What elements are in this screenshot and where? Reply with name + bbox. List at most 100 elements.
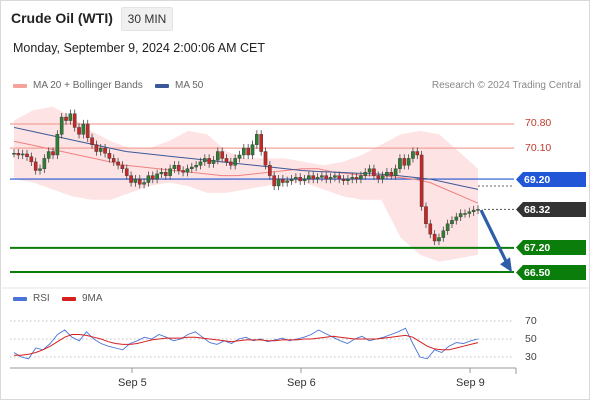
bollinger-swatch bbox=[13, 83, 27, 88]
candle-body bbox=[311, 175, 316, 180]
candle-body bbox=[38, 168, 42, 171]
candle-body bbox=[90, 137, 94, 145]
candle-body bbox=[432, 233, 437, 242]
candle-body bbox=[25, 153, 29, 157]
candle-body bbox=[259, 134, 263, 152]
candle-body bbox=[55, 134, 60, 156]
candle-body bbox=[333, 175, 337, 178]
candle-body bbox=[376, 175, 381, 180]
candle-body bbox=[198, 161, 203, 166]
legend-rsi-label: RSI bbox=[33, 293, 50, 304]
candle-body bbox=[441, 230, 446, 238]
candle-body bbox=[272, 175, 276, 187]
rsi-line bbox=[13, 327, 479, 360]
support1-tag: 67.20 bbox=[516, 240, 586, 255]
candle-body bbox=[476, 209, 480, 211]
candle-body bbox=[72, 113, 77, 128]
candle-body bbox=[189, 166, 194, 169]
ma9-swatch bbox=[62, 296, 76, 301]
rsi-tick-50: 50 bbox=[525, 333, 537, 345]
legend-9ma-label: 9MA bbox=[82, 293, 103, 304]
candle-body bbox=[285, 180, 289, 183]
candle-body bbox=[346, 178, 350, 181]
candle-body bbox=[411, 151, 415, 159]
candle-body bbox=[220, 151, 224, 159]
x-label-sep5: Sep 5 bbox=[118, 377, 147, 389]
support2-tag: 66.50 bbox=[516, 265, 586, 280]
candle-body bbox=[94, 144, 99, 152]
candle-body bbox=[281, 178, 285, 183]
level-r2-label: 70.80 bbox=[525, 117, 552, 129]
legend-bollinger-label: MA 20 + Bollinger Bands bbox=[33, 80, 143, 91]
candle-body bbox=[246, 147, 250, 156]
candle-body bbox=[224, 158, 229, 163]
candle-body bbox=[163, 171, 168, 176]
candle-body bbox=[168, 168, 172, 176]
ma20-line bbox=[13, 140, 479, 204]
candle-body bbox=[237, 154, 242, 159]
level-r1-label: 70.10 bbox=[525, 142, 552, 154]
candle-body bbox=[68, 113, 73, 121]
candle-body bbox=[181, 170, 185, 173]
candle-body bbox=[298, 177, 303, 181]
candle-body bbox=[263, 151, 268, 166]
candle-body bbox=[467, 211, 472, 214]
candle-body bbox=[229, 161, 233, 166]
candle-body bbox=[471, 209, 476, 212]
forecast-arrow-head bbox=[500, 257, 512, 273]
timeframe-button[interactable]: 30 MIN bbox=[121, 7, 173, 31]
candle-body bbox=[142, 182, 146, 185]
candle-body bbox=[363, 171, 368, 176]
legend-9ma: 9MA bbox=[62, 293, 103, 304]
candle-body bbox=[398, 158, 402, 169]
candle-body bbox=[133, 178, 138, 183]
candle-body bbox=[116, 161, 120, 166]
candle-body bbox=[242, 147, 246, 156]
candle-body bbox=[428, 223, 433, 235]
pivot-tag: 69.20 bbox=[516, 172, 586, 187]
legend-rsi: RSI bbox=[13, 293, 50, 304]
candle-body bbox=[302, 178, 307, 181]
legend-ma50-label: MA 50 bbox=[175, 80, 204, 91]
candle-body bbox=[150, 175, 155, 180]
timestamp: Monday, September 9, 2024 2:00:06 AM CET bbox=[13, 41, 265, 55]
candle-body bbox=[194, 165, 198, 168]
candle-body bbox=[289, 178, 294, 181]
candle-body bbox=[111, 158, 116, 163]
candle-body bbox=[385, 171, 389, 176]
candle-body bbox=[315, 177, 320, 180]
forecast-arrow bbox=[479, 209, 509, 264]
candle-body bbox=[124, 168, 129, 176]
candle-body bbox=[64, 116, 68, 121]
candle-body bbox=[250, 144, 255, 156]
candle-body bbox=[33, 161, 38, 171]
candle-body bbox=[12, 153, 16, 155]
candle-body bbox=[146, 175, 151, 183]
candle-body bbox=[307, 175, 311, 180]
candle-body bbox=[176, 165, 181, 171]
candle-body bbox=[268, 165, 272, 176]
legend-ma50: MA 50 bbox=[155, 80, 203, 91]
candle-body bbox=[59, 116, 64, 135]
candle-body bbox=[328, 177, 333, 180]
x-label-sep9: Sep 9 bbox=[456, 377, 485, 389]
candle-body bbox=[389, 171, 394, 176]
candle-body bbox=[341, 178, 346, 181]
candle-body bbox=[85, 123, 90, 138]
candle-body bbox=[233, 158, 237, 166]
candle-body bbox=[207, 158, 211, 164]
candle-body bbox=[463, 213, 467, 215]
candle-body bbox=[424, 206, 428, 225]
candle-body bbox=[415, 151, 420, 156]
candle-body bbox=[98, 147, 103, 152]
candle-body bbox=[155, 173, 159, 180]
candle-body bbox=[20, 153, 25, 156]
candle-body bbox=[437, 237, 441, 242]
candle-body bbox=[46, 151, 51, 159]
candle-body bbox=[402, 158, 407, 166]
candle-body bbox=[51, 151, 55, 156]
rsi-tick-70: 70 bbox=[525, 315, 537, 327]
candle-body bbox=[81, 123, 86, 135]
